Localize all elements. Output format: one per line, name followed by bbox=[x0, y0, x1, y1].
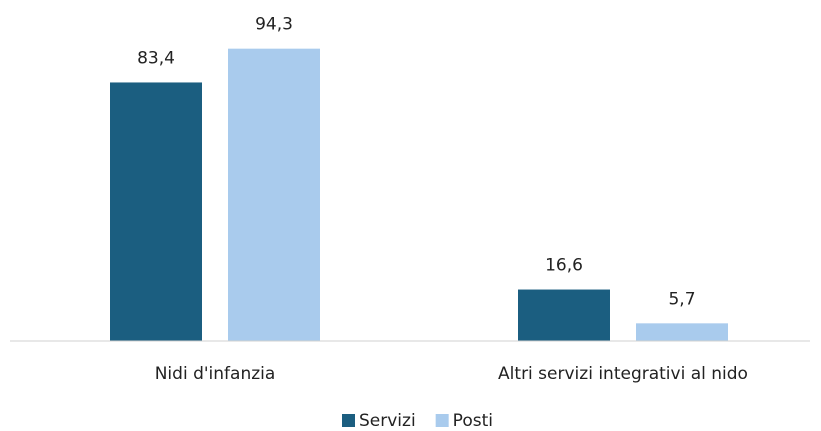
x-tick-label: Nidi d'infanzia bbox=[155, 364, 276, 384]
data-label: 94,3 bbox=[255, 15, 293, 35]
legend-label: Posti bbox=[453, 411, 493, 431]
data-label: 83,4 bbox=[137, 48, 175, 68]
legend-swatch bbox=[342, 414, 355, 427]
data-label: 16,6 bbox=[545, 256, 583, 276]
bar bbox=[518, 289, 610, 341]
bar bbox=[110, 82, 202, 342]
legend-swatch bbox=[435, 414, 449, 427]
data-label: 5,7 bbox=[668, 289, 695, 309]
x-tick-label: Altri servizi integrativi al nido bbox=[498, 364, 748, 384]
bar bbox=[636, 323, 728, 341]
bar bbox=[228, 48, 320, 342]
legend-label: Servizi bbox=[359, 411, 416, 431]
